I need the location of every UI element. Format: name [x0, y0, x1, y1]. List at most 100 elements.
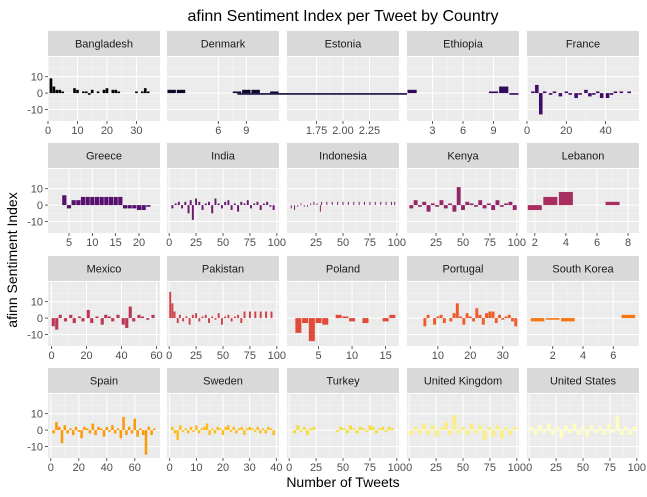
facet-strip — [287, 368, 399, 393]
bar — [310, 203, 312, 206]
bar — [499, 205, 504, 207]
bar — [105, 88, 109, 94]
bar — [459, 316, 463, 319]
x-tick-label: 0 — [48, 462, 54, 474]
facet-united-states: United States 0 25 50 75 100 — [526, 368, 646, 474]
facet-strip — [167, 256, 279, 281]
bar — [313, 201, 315, 206]
bar — [113, 196, 118, 206]
bar — [144, 430, 148, 455]
bar — [486, 426, 491, 431]
bar — [220, 205, 223, 209]
bar — [237, 428, 241, 431]
x-tick-label: 25 — [310, 237, 322, 249]
bar — [259, 205, 262, 211]
bar — [632, 426, 637, 431]
bar — [349, 425, 352, 431]
bar — [542, 91, 547, 94]
bar — [204, 203, 207, 206]
bar — [609, 93, 614, 95]
bar — [55, 89, 59, 94]
bar — [461, 426, 465, 431]
bar — [171, 426, 174, 431]
bar — [495, 425, 500, 431]
bar — [552, 91, 557, 94]
bar — [127, 205, 132, 209]
facet-strip — [287, 31, 399, 56]
bar — [436, 316, 440, 319]
bar — [140, 91, 144, 94]
x-tick-label: 4 — [563, 237, 569, 249]
facet-pakistan: Pakistan 0 25 50 75 100 — [166, 256, 286, 362]
bar — [465, 201, 470, 206]
bar — [417, 205, 422, 207]
bar — [116, 314, 120, 319]
bar — [628, 430, 633, 436]
bar — [546, 423, 551, 431]
bar — [619, 91, 624, 94]
bar — [302, 426, 306, 431]
bar — [176, 430, 179, 440]
bar — [256, 201, 259, 206]
bar — [256, 426, 259, 431]
bar — [227, 314, 230, 319]
bar — [485, 313, 488, 319]
bar — [192, 430, 195, 432]
x-tick-label: 9 — [243, 125, 249, 137]
facet-label: United States — [550, 376, 617, 388]
bar — [143, 88, 147, 94]
facet-label: Denmark — [201, 39, 246, 51]
x-tick-label: 100 — [388, 237, 406, 249]
bar — [230, 318, 233, 322]
bar — [216, 426, 219, 431]
bar — [469, 423, 474, 431]
bar — [593, 430, 598, 434]
bar — [605, 93, 610, 99]
bar — [111, 318, 115, 322]
bar — [448, 430, 453, 436]
facet-greece: Greece -10 0 10 5 10 15 20 — [27, 143, 160, 249]
bar — [99, 196, 104, 206]
x-tick-label: 0 — [48, 350, 54, 362]
bar — [478, 425, 483, 431]
x-tick-label: 20 — [560, 125, 572, 137]
bar — [542, 430, 547, 434]
bar — [253, 430, 257, 432]
bar — [71, 430, 75, 436]
bar — [94, 196, 100, 206]
x-tick-label: 50 — [217, 237, 229, 249]
x-tick-label: 10 — [190, 462, 202, 474]
bar — [606, 423, 611, 431]
bar — [456, 430, 461, 434]
bar — [85, 196, 90, 206]
bar — [52, 430, 55, 434]
bar — [336, 430, 340, 432]
bar — [217, 203, 220, 206]
bar — [130, 430, 134, 434]
bar — [104, 196, 109, 206]
bar — [535, 84, 539, 94]
bar — [270, 91, 279, 94]
bar — [60, 430, 64, 444]
bar — [439, 426, 444, 431]
bar — [127, 426, 131, 431]
bar — [100, 318, 104, 325]
x-tick-label: 40 — [270, 462, 282, 474]
bar — [151, 314, 155, 319]
y-tick-label: 0 — [37, 313, 43, 325]
bar — [435, 430, 440, 437]
bar — [598, 426, 603, 431]
x-tick-label: 60 — [129, 462, 141, 474]
bar — [433, 318, 437, 325]
facet-label: Ethiopia — [443, 39, 484, 51]
bar — [272, 430, 275, 436]
panel-background — [407, 282, 519, 346]
bar — [365, 430, 369, 432]
y-tick-label: -10 — [27, 330, 43, 342]
bar — [62, 195, 67, 206]
bar — [71, 200, 76, 206]
bar — [442, 318, 446, 324]
facet-indonesia: Indonesia 25 50 75 100 — [287, 143, 406, 249]
bar — [128, 306, 132, 319]
bar — [572, 423, 577, 431]
